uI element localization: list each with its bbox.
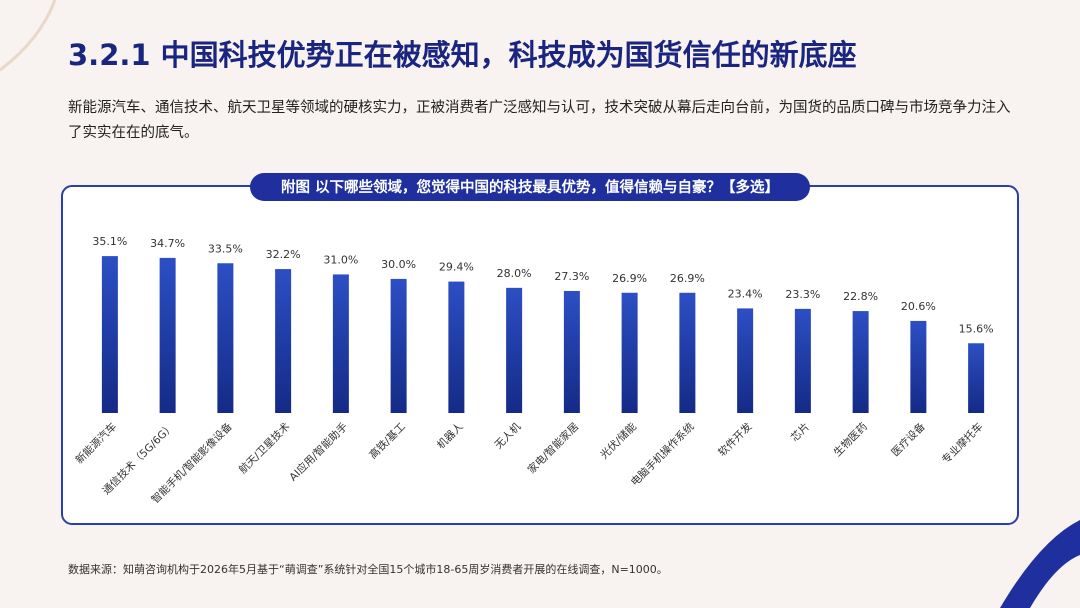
chart-title-pill <box>250 173 810 201</box>
value-label: 26.9% <box>612 272 647 285</box>
value-label: 34.7% <box>150 237 185 250</box>
source: 数据来源：知萌咨询机构于2026年5月基于“萌调查”系统针对全国15个城市18-… <box>68 563 668 576</box>
bar <box>217 263 234 413</box>
bar <box>563 290 580 413</box>
value-label: 31.0% <box>323 253 358 266</box>
bar <box>159 257 176 413</box>
bar <box>852 311 869 413</box>
bar <box>275 269 292 413</box>
chart-title: 附图 以下哪些领域，您觉得中国的科技最具优势，值得信赖与自豪？【多选】 <box>281 178 779 196</box>
description: 新能源汽车、通信技术、航天卫星等领域的硬核实力，正被消费者广泛感知与认可，技术突… <box>68 100 1011 141</box>
bar <box>679 292 696 413</box>
value-label: 20.6% <box>901 300 936 313</box>
value-label: 33.5% <box>208 242 243 255</box>
decor-corner-inner <box>1030 555 1080 608</box>
decor-arc <box>0 0 57 72</box>
value-label: 28.0% <box>497 267 532 280</box>
bar <box>968 343 985 413</box>
bar <box>101 256 118 413</box>
bar <box>448 281 465 413</box>
bar <box>621 292 638 413</box>
chart-frame <box>61 185 1019 525</box>
value-label: 27.3% <box>554 270 589 283</box>
value-label: 22.8% <box>843 290 878 303</box>
bar <box>794 308 811 413</box>
value-label: 23.3% <box>785 288 820 301</box>
value-label: 29.4% <box>439 261 474 274</box>
bar <box>910 320 927 413</box>
heading: 3.2.1 中国科技优势正在被感知，科技成为国货信任的新底座 <box>68 38 857 72</box>
bar <box>506 287 523 413</box>
value-label: 35.1% <box>92 235 127 248</box>
value-label: 32.2% <box>266 248 301 261</box>
bar <box>332 274 349 413</box>
value-label: 26.9% <box>670 272 705 285</box>
bar <box>737 308 754 413</box>
value-label: 23.4% <box>728 287 763 300</box>
value-label: 15.6% <box>959 322 994 335</box>
bar <box>390 278 407 413</box>
value-label: 30.0% <box>381 258 416 271</box>
